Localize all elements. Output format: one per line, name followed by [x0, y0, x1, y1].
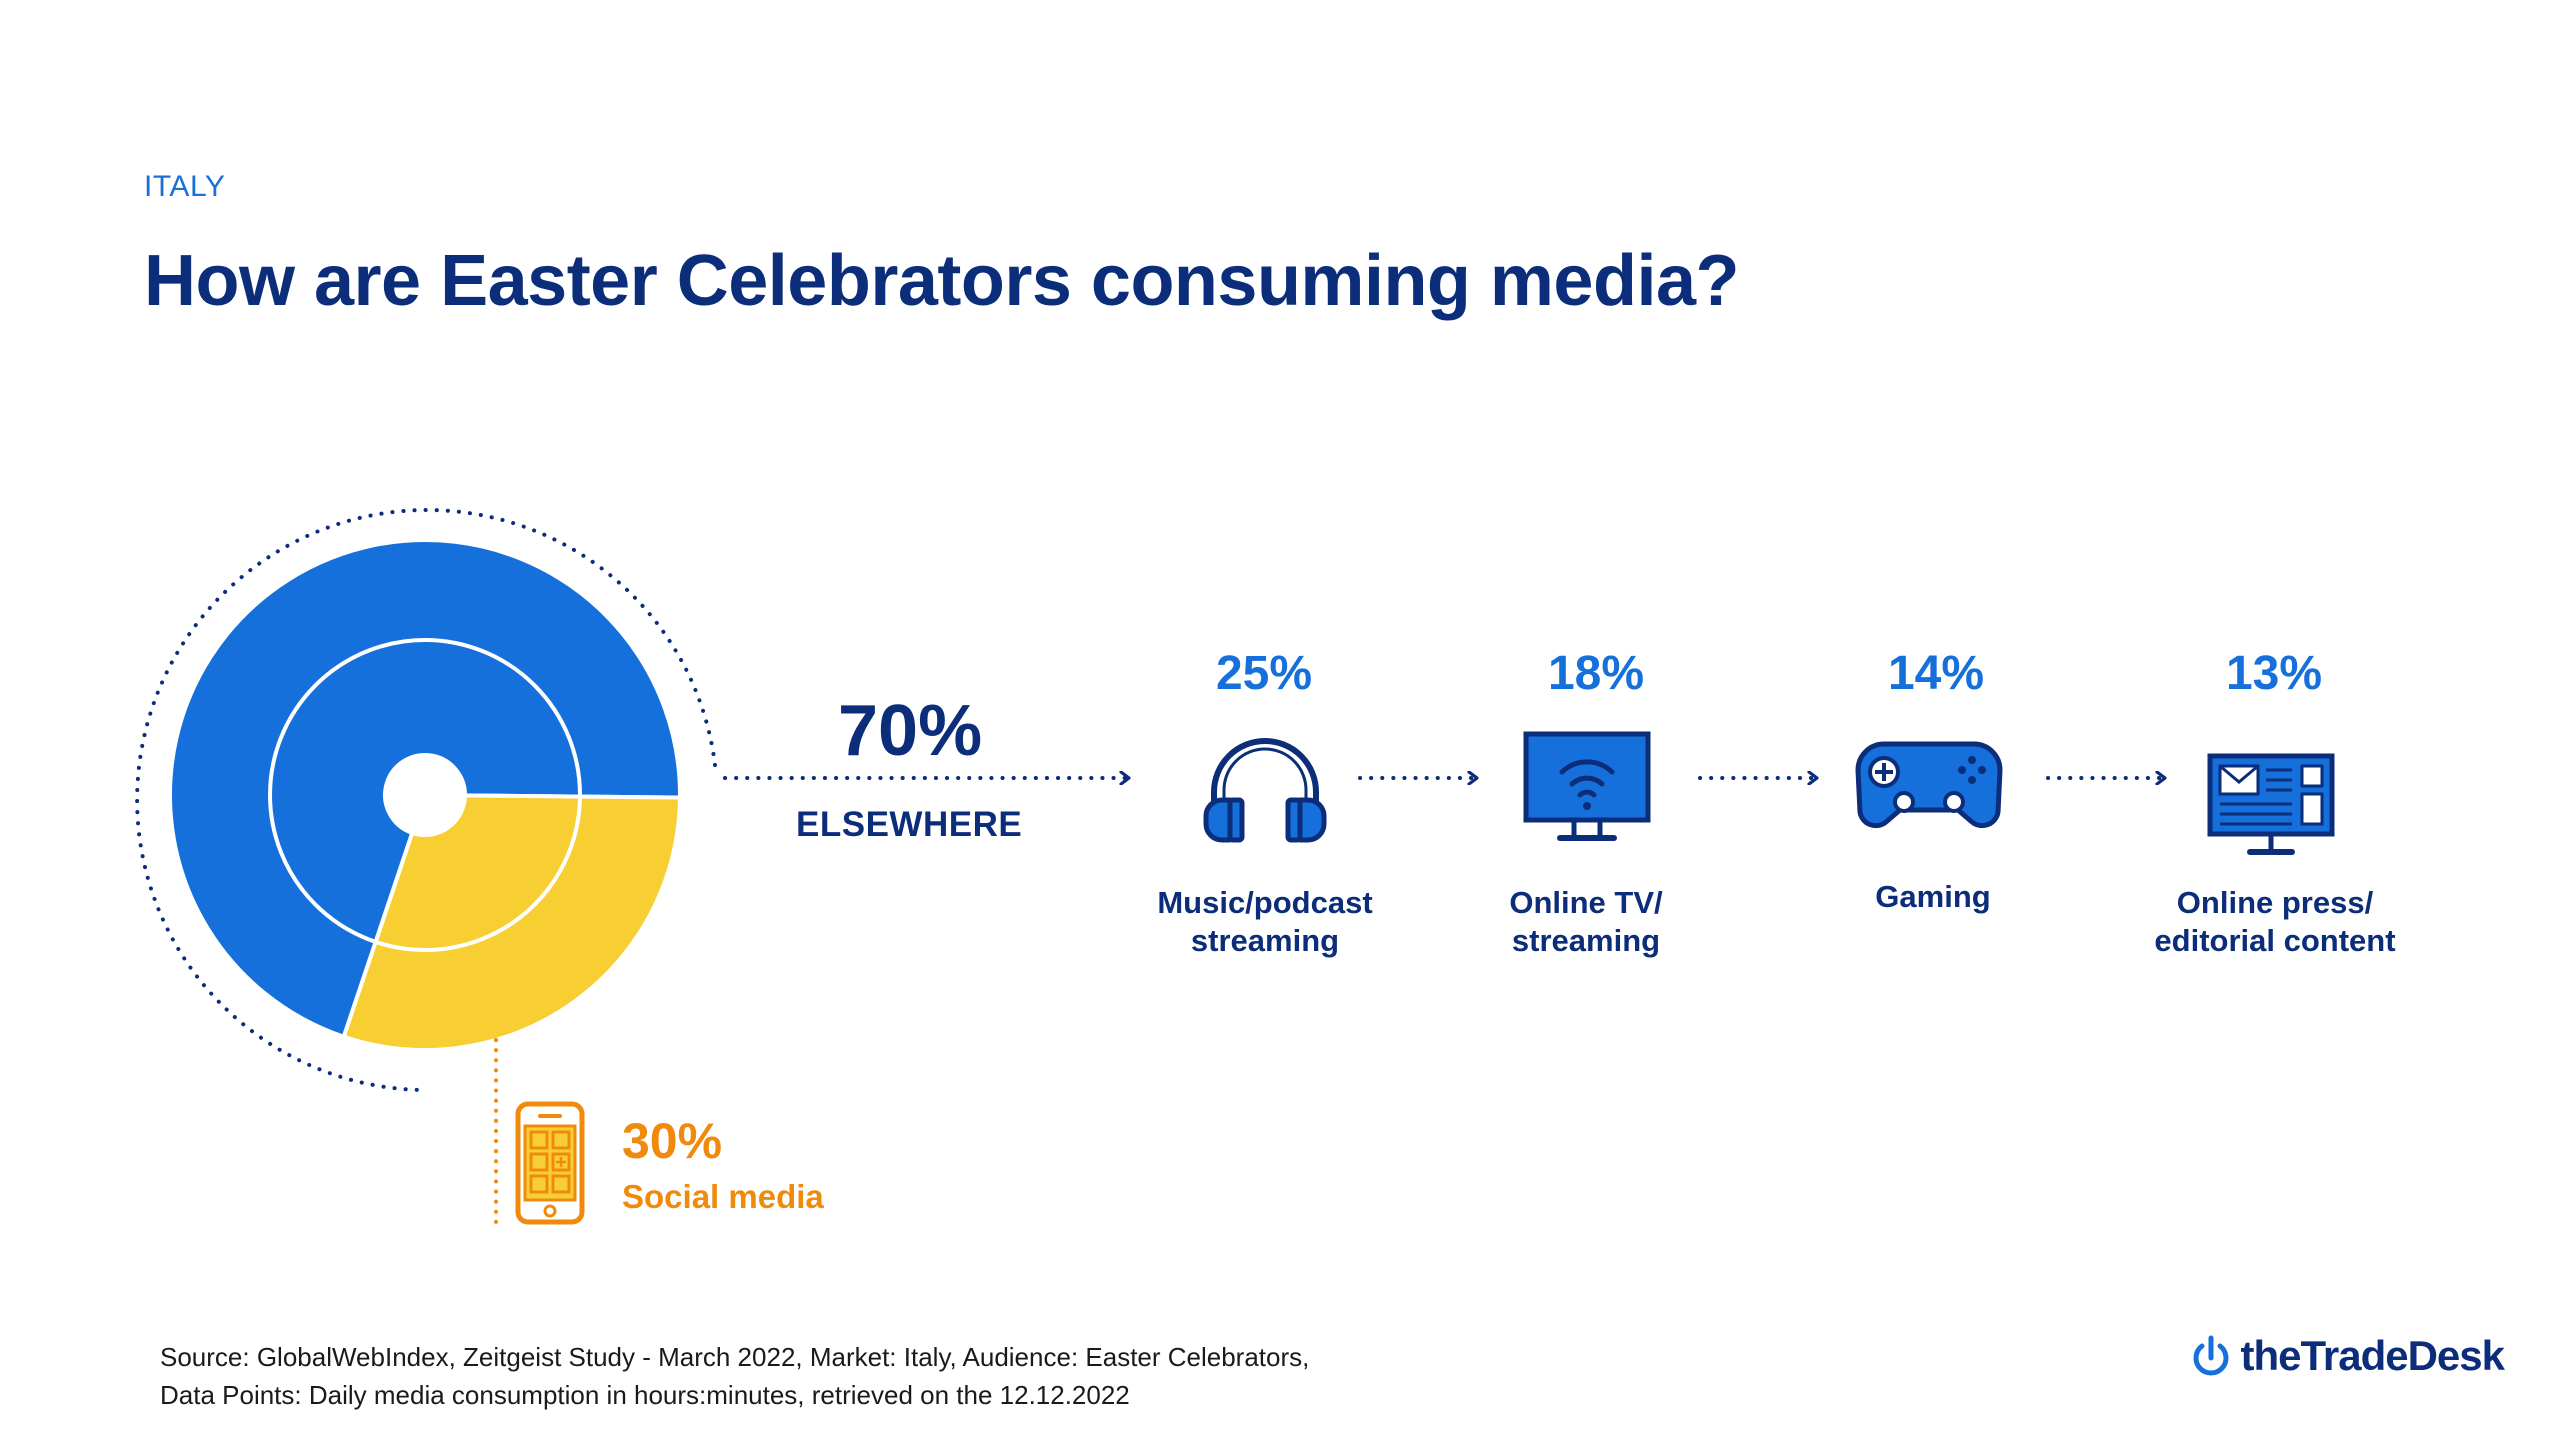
tv-icon [1523, 731, 1651, 841]
smartphone-icon [515, 1101, 585, 1225]
tv-percent: 18% [1547, 647, 1645, 700]
gaming-label: Gaming [1875, 879, 1991, 914]
tv-label: Online TV/ streaming [1509, 885, 1663, 958]
press-label: Online press/ editorial content [2154, 885, 2396, 958]
donut-inner-ring [268, 638, 582, 952]
gaming-percent: 14% [1887, 647, 1985, 700]
power-logo-icon [2193, 1335, 2228, 1376]
social-percent: 30% [622, 1113, 723, 1169]
outer-dotted-arc [135, 508, 717, 1092]
donut-slice-elsewhere [168, 538, 682, 1040]
music-label: Music/podcast streaming [1157, 885, 1373, 958]
market-label: ITALY [144, 170, 226, 203]
gamepad-icon [1855, 741, 2003, 829]
brand-name: theTradeDesk [2240, 1332, 2505, 1379]
elsewhere-percent: 70% [838, 691, 983, 771]
page-title: How are Easter Celebrators consuming med… [144, 241, 1739, 321]
monitor-news-icon [2207, 753, 2335, 855]
elsewhere-label: ELSEWHERE [796, 805, 1023, 844]
brand-logo: theTradeDesk [2191, 1332, 2505, 1380]
social-label: Social media [622, 1178, 824, 1215]
donut-chart [168, 538, 683, 1052]
headphones-icon [1203, 738, 1327, 843]
music-percent: 25% [1215, 647, 1313, 700]
source-note: Source: GlobalWebIndex, Zeitgeist Study … [160, 1342, 1310, 1410]
press-percent: 13% [2225, 647, 2323, 700]
